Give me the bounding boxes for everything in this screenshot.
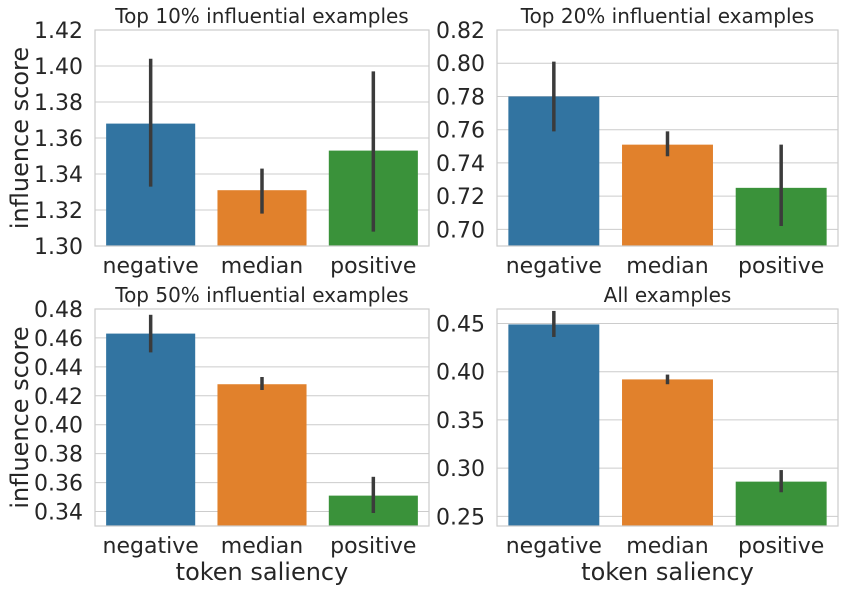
y-axis-label: influence score: [6, 47, 34, 229]
bar-median: [217, 384, 307, 526]
y-tick-label: 0.38: [34, 443, 83, 468]
y-axis-label: influence score: [6, 326, 34, 508]
x-tick-label: median: [221, 254, 303, 279]
chart-title: Top 50% influential examples: [114, 283, 408, 307]
x-axis-label: token saliency: [176, 558, 349, 586]
y-tick-label: 0.82: [436, 19, 485, 44]
plot-frame: [94, 308, 430, 527]
y-tick-label: 0.76: [436, 119, 485, 144]
y-tick-label: 0.48: [34, 298, 83, 323]
x-tick-label: positive: [330, 534, 416, 559]
x-tick-label: negative: [103, 254, 199, 279]
y-tick-label: 0.44: [34, 356, 83, 381]
x-tick-label: positive: [738, 534, 824, 559]
y-tick-label: 0.35: [436, 409, 485, 434]
y-tick-label: 0.40: [436, 361, 485, 386]
plot-frame: [496, 308, 839, 527]
plot-frame: [496, 29, 839, 247]
bar-negative: [508, 324, 600, 526]
bar-negative: [106, 333, 196, 526]
x-tick-label: negative: [506, 254, 602, 279]
chart-title: Top 20% influential examples: [520, 4, 814, 28]
y-tick-label: 1.40: [34, 55, 83, 80]
y-tick-label: 0.72: [436, 185, 485, 210]
y-tick-label: 1.34: [34, 163, 83, 188]
y-tick-label: 0.78: [436, 85, 485, 110]
x-axis-label: token saliency: [581, 558, 754, 586]
x-tick-label: positive: [330, 254, 416, 279]
x-tick-label: median: [221, 534, 303, 559]
y-tick-label: 0.36: [34, 472, 83, 497]
y-tick-label: 0.42: [34, 385, 83, 410]
y-tick-label: 0.70: [436, 218, 485, 243]
y-tick-label: 0.74: [436, 152, 485, 177]
x-tick-label: positive: [738, 254, 824, 279]
y-tick-label: 0.34: [34, 501, 83, 526]
bar-median: [622, 379, 713, 526]
y-tick-label: 1.38: [34, 91, 83, 116]
x-tick-label: median: [626, 254, 708, 279]
y-tick-label: 1.30: [34, 235, 83, 260]
plot-frame: [94, 29, 430, 247]
chart-title: Top 10% influential examples: [114, 4, 408, 28]
chart-title: All examples: [604, 283, 732, 307]
y-tick-label: 1.42: [34, 19, 83, 44]
y-tick-label: 0.45: [436, 312, 485, 337]
y-tick-label: 0.30: [436, 457, 485, 482]
y-tick-label: 0.25: [436, 505, 485, 530]
y-tick-label: 0.46: [34, 327, 83, 352]
y-tick-label: 1.36: [34, 127, 83, 152]
y-tick-label: 0.80: [436, 52, 485, 77]
y-tick-label: 1.32: [34, 199, 83, 224]
x-tick-label: median: [626, 534, 708, 559]
y-tick-label: 0.40: [34, 414, 83, 439]
x-tick-label: negative: [103, 534, 199, 559]
x-tick-label: negative: [506, 534, 602, 559]
bar-median: [622, 144, 713, 246]
